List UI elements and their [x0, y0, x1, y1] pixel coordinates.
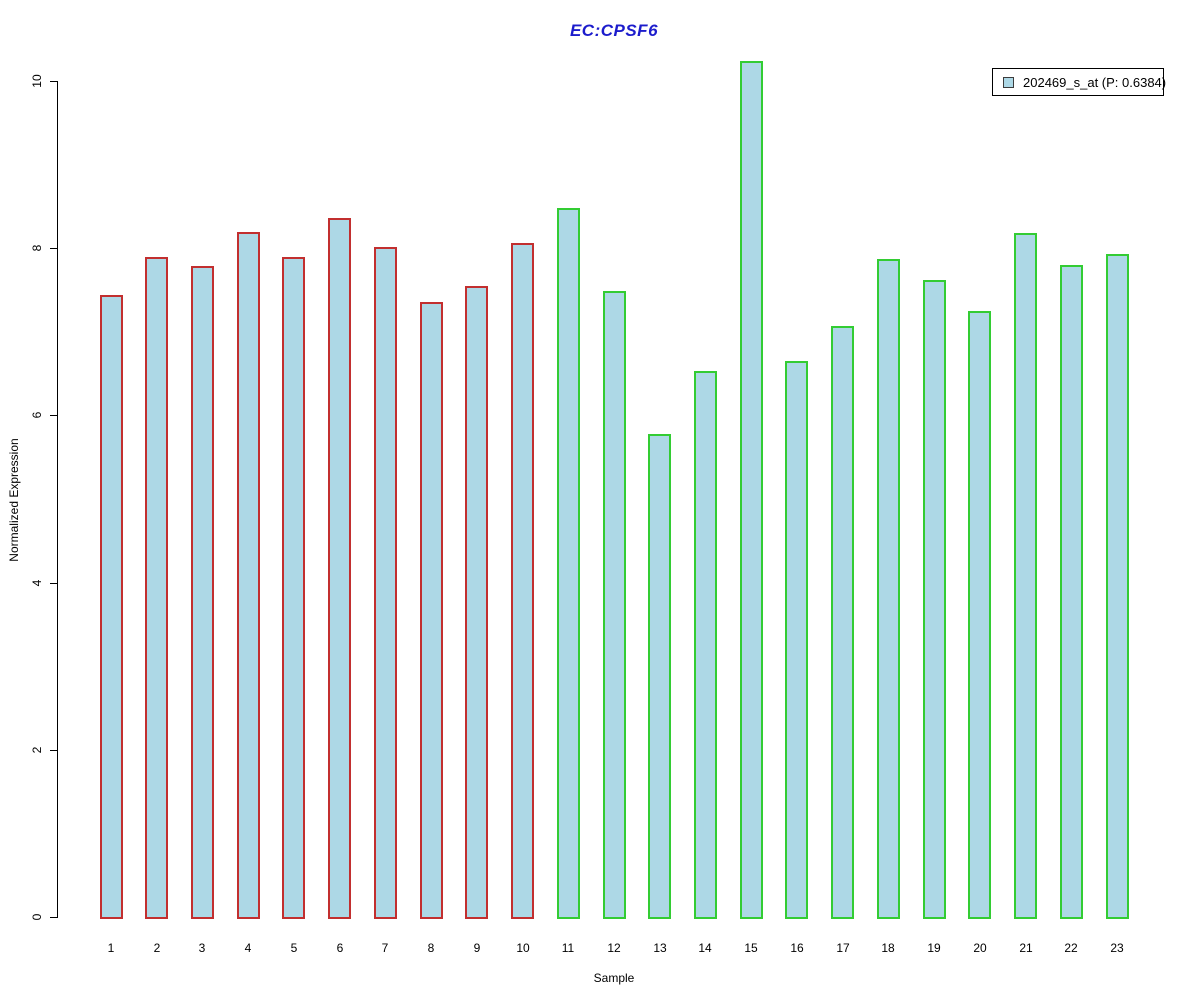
y-tick-label: 0	[30, 913, 44, 921]
legend-label: 202469_s_at (P: 0.6384)	[1023, 74, 1167, 90]
x-tick-label-3: 3	[198, 941, 206, 955]
bar-sample-9	[465, 286, 488, 919]
bar-sample-8	[420, 302, 443, 919]
x-tick-label-5: 5	[290, 941, 298, 955]
bar-sample-23	[1106, 254, 1129, 919]
y-tick-mark	[50, 582, 57, 584]
x-tick-label-23: 23	[1110, 941, 1124, 955]
x-tick-label-17: 17	[836, 941, 850, 955]
bar-sample-14	[694, 371, 717, 919]
bar-sample-7	[374, 247, 397, 919]
x-tick-label-18: 18	[881, 941, 895, 955]
chart-title: EC:CPSF6	[569, 21, 659, 40]
x-tick-label-22: 22	[1064, 941, 1078, 955]
bar-sample-11	[557, 208, 580, 919]
y-axis-line	[57, 81, 58, 918]
y-tick-mark	[50, 81, 57, 82]
bar-sample-18	[877, 259, 900, 919]
y-tick-label: 8	[30, 244, 44, 252]
x-tick-label-4: 4	[244, 941, 252, 955]
bar-sample-10	[511, 243, 534, 919]
bar-sample-6	[328, 218, 351, 919]
bar-sample-13	[648, 434, 671, 919]
bar-sample-15	[740, 61, 763, 919]
bar-sample-16	[785, 361, 808, 919]
x-tick-label-12: 12	[607, 941, 621, 955]
x-tick-label-19: 19	[927, 941, 941, 955]
x-tick-label-8: 8	[427, 941, 435, 955]
bar-sample-4	[237, 232, 260, 919]
x-tick-label-20: 20	[973, 941, 987, 955]
bar-sample-1	[100, 295, 123, 919]
y-tick-label: 4	[30, 579, 44, 586]
x-tick-label-16: 16	[790, 941, 804, 955]
x-tick-label-11: 11	[561, 941, 575, 955]
y-tick-label: 6	[30, 412, 44, 419]
y-tick-label: 2	[30, 746, 44, 754]
x-tick-label-10: 10	[516, 941, 530, 955]
bar-sample-20	[968, 311, 991, 919]
y-tick-mark	[50, 415, 57, 417]
legend-swatch	[1003, 76, 1014, 88]
bar-sample-17	[831, 326, 854, 919]
x-tick-label-13: 13	[653, 941, 667, 955]
y-tick-mark	[50, 749, 57, 751]
y-axis-label: Normalized Expression	[7, 438, 21, 562]
x-tick-label-21: 21	[1019, 941, 1033, 955]
x-axis-label: Sample	[593, 971, 635, 985]
bar-sample-22	[1060, 265, 1083, 919]
x-tick-label-7: 7	[381, 941, 389, 955]
x-tick-label-2: 2	[153, 941, 161, 955]
x-tick-label-1: 1	[107, 941, 115, 955]
bar-sample-19	[923, 280, 946, 919]
bar-sample-2	[145, 257, 168, 919]
bar-sample-5	[282, 257, 305, 919]
x-tick-label-14: 14	[698, 941, 712, 955]
bar-sample-12	[603, 291, 626, 919]
x-tick-label-15: 15	[744, 941, 758, 955]
y-tick-mark	[50, 917, 57, 918]
legend: 202469_s_at (P: 0.6384)	[992, 68, 1167, 96]
y-tick-mark	[50, 248, 57, 250]
bar-sample-3	[191, 266, 214, 919]
x-tick-label-9: 9	[473, 941, 481, 955]
x-tick-label-6: 6	[336, 941, 344, 955]
y-tick-label: 10	[30, 74, 44, 88]
bar-sample-21	[1014, 233, 1037, 919]
